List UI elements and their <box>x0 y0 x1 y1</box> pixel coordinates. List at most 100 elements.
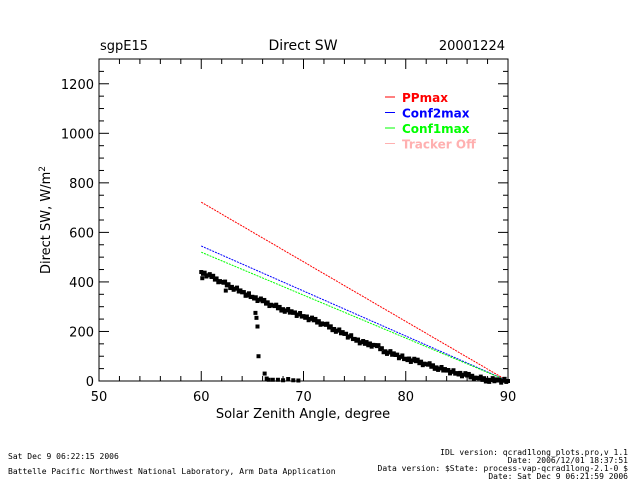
point-measured <box>407 356 412 361</box>
series-conf1max-line <box>201 251 509 382</box>
y-tick-label: 800 <box>69 177 94 192</box>
point-outliers <box>255 324 260 329</box>
axes: 50 60 70 80 90 0 200 400 600 800 1000 1200 <box>61 58 517 405</box>
point-outliers <box>275 377 280 382</box>
footer-idl-date: Date: 2006/12/01 18:37:51 <box>507 456 628 465</box>
point-measured <box>478 374 483 379</box>
point-measured <box>451 368 456 373</box>
point-outliers <box>296 378 301 383</box>
point-measured <box>497 377 502 382</box>
legend-label: Tracker Off <box>402 138 476 152</box>
y-tick-label: 400 <box>69 276 94 291</box>
point-measured <box>502 376 507 381</box>
x-tick-label: 60 <box>193 390 210 405</box>
point-measured <box>332 326 337 331</box>
point-outliers <box>245 293 250 298</box>
y-tick-label: 0 <box>86 375 94 390</box>
series-ppmax-line <box>200 201 509 382</box>
point-measured <box>253 295 258 300</box>
point-measured <box>223 279 228 284</box>
point-outliers <box>254 315 259 320</box>
point-measured <box>229 284 234 289</box>
point-measured <box>506 379 510 383</box>
point-measured <box>310 315 315 320</box>
point-outliers <box>270 377 275 382</box>
chart-title: Direct SW <box>268 38 337 54</box>
footer-idl-version: IDL version: qcrad1long_plots.pro,v 1.1 <box>440 448 628 457</box>
y-axis-label-sup: 2 <box>38 166 48 172</box>
y-axis-label: Direct SW, W/m2 <box>38 166 54 274</box>
point-measured <box>281 307 286 312</box>
point-outliers <box>256 354 261 359</box>
point-measured <box>235 285 240 290</box>
point-measured <box>485 377 490 382</box>
point-measured <box>258 296 263 301</box>
point-measured <box>434 365 439 370</box>
point-measured <box>207 272 212 277</box>
point-measured <box>463 371 468 376</box>
point-measured <box>265 300 270 305</box>
point-measured <box>395 352 400 357</box>
x-tick-label: 80 <box>397 390 414 405</box>
point-measured <box>262 297 267 302</box>
point-measured <box>202 270 207 275</box>
point-measured <box>246 291 251 296</box>
point-measured <box>241 290 246 295</box>
point-measured <box>356 337 361 342</box>
point-outliers <box>281 378 286 383</box>
date-label: 20001224 <box>439 39 505 54</box>
point-measured <box>226 282 231 287</box>
y-axis-label-text: Direct SW, W/m <box>39 172 54 274</box>
point-measured <box>337 327 342 332</box>
y-tick-label: 200 <box>69 325 94 340</box>
y-tick-label: 1000 <box>61 127 94 142</box>
point-measured <box>274 302 279 307</box>
point-measured <box>304 314 309 319</box>
point-measured <box>482 376 487 381</box>
point-measured <box>412 356 417 361</box>
footer-data-date: Date: Sat Dec 9 06:21:59 2006 <box>488 472 628 480</box>
point-measured <box>458 370 463 375</box>
footer-organization: Battelle Pacific Northwest National Labo… <box>8 467 336 476</box>
point-measured <box>490 376 495 381</box>
point-measured <box>361 339 366 344</box>
point-measured <box>349 333 354 338</box>
point-measured <box>415 357 420 362</box>
point-measured <box>446 368 451 373</box>
point-measured <box>427 361 432 366</box>
point-outliers <box>264 376 269 381</box>
point-outliers <box>223 288 228 293</box>
y-tick-label: 1200 <box>61 78 94 93</box>
point-measured <box>214 276 219 281</box>
y-tick-label: 600 <box>69 226 94 241</box>
point-measured <box>325 321 330 326</box>
site-label: sgpE15 <box>100 39 148 54</box>
legend-label: PPmax <box>402 91 448 105</box>
plot-marks <box>199 201 510 385</box>
point-measured <box>470 373 475 378</box>
point-outliers <box>286 377 291 382</box>
point-outliers <box>291 378 296 383</box>
point-measured <box>419 359 424 364</box>
footer-timestamp: Sat Dec 9 06:22:15 2006 <box>8 452 119 461</box>
point-measured <box>431 363 436 368</box>
footer-data-version: Data version: $State: process-vap-qcrad1… <box>377 464 628 473</box>
x-tick-label: 50 <box>91 390 108 405</box>
x-axis-label: Solar Zenith Angle, degree <box>216 407 390 422</box>
point-measured <box>466 371 471 376</box>
x-tick-label: 90 <box>500 390 517 405</box>
point-measured <box>364 340 369 345</box>
point-measured <box>439 364 444 369</box>
point-outliers <box>200 276 205 281</box>
point-measured <box>367 341 372 346</box>
point-measured <box>376 343 381 348</box>
point-measured <box>286 307 291 312</box>
point-outliers <box>266 377 271 382</box>
point-outliers <box>262 371 267 376</box>
point-outliers <box>253 310 258 315</box>
point-measured <box>328 324 333 329</box>
legend-label: Conf2max <box>402 107 470 121</box>
point-measured <box>313 316 318 321</box>
